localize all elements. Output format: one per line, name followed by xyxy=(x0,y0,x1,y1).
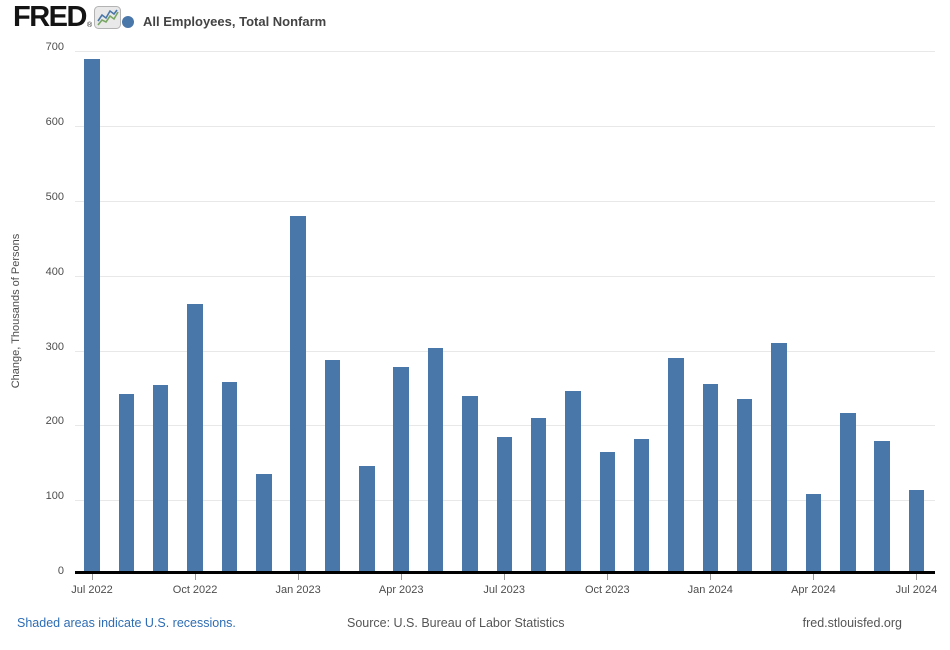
x-tick-label: Oct 2022 xyxy=(172,584,218,596)
gridline xyxy=(75,350,935,352)
x-axis-line xyxy=(75,571,935,574)
y-tick-label: 700 xyxy=(45,41,64,54)
bar[interactable] xyxy=(702,383,719,571)
x-tick-mark xyxy=(607,574,609,580)
gridline xyxy=(75,126,935,128)
x-tick-label: Jul 2023 xyxy=(483,584,525,596)
fred-sparkline-icon xyxy=(94,6,122,29)
x-tick-label: Jul 2024 xyxy=(895,584,938,596)
bar[interactable] xyxy=(633,438,650,571)
bar[interactable] xyxy=(565,391,581,571)
bar[interactable] xyxy=(187,304,203,571)
fred-logo-text: FRED xyxy=(13,1,87,33)
x-tick-mark xyxy=(710,574,712,580)
recessions-note-link[interactable]: Shaded areas indicate U.S. recessions. xyxy=(17,616,236,630)
bar[interactable] xyxy=(771,343,787,571)
bar[interactable] xyxy=(84,58,100,571)
x-tick-label: Jul 2022 xyxy=(71,584,113,596)
y-tick-label: 400 xyxy=(45,265,64,278)
x-tick-mark xyxy=(916,574,918,580)
gridline xyxy=(75,201,935,202)
bar[interactable] xyxy=(393,367,409,571)
series-color-dot-icon xyxy=(122,15,134,28)
bar[interactable] xyxy=(736,398,753,571)
x-tick-mark xyxy=(813,574,815,580)
bar[interactable] xyxy=(874,441,890,571)
x-tick-mark xyxy=(504,574,506,580)
gridline xyxy=(75,425,935,427)
bar[interactable] xyxy=(530,417,547,571)
x-tick-mark xyxy=(298,574,300,580)
bar[interactable] xyxy=(840,413,856,571)
fred-logo[interactable]: FRED ® xyxy=(13,1,122,33)
registered-trademark-symbol: ® xyxy=(86,22,93,29)
y-tick-label: 600 xyxy=(45,116,64,129)
bar[interactable] xyxy=(118,394,135,571)
x-tick-label: Jan 2023 xyxy=(275,584,321,596)
legend-item[interactable]: All Employees, Total Nonfarm xyxy=(122,14,326,29)
bar[interactable] xyxy=(290,216,306,571)
y-tick-label: 0 xyxy=(57,565,64,577)
y-tick-label: 200 xyxy=(45,415,64,428)
bar[interactable] xyxy=(221,382,238,571)
fred-site-text: fred.stlouisfed.org xyxy=(802,616,902,630)
x-tick-label: Jan 2024 xyxy=(687,584,733,596)
series-legend-label: All Employees, Total Nonfarm xyxy=(143,14,327,29)
bar[interactable] xyxy=(324,360,341,571)
x-tick-mark xyxy=(401,574,403,580)
y-tick-label: 300 xyxy=(45,340,64,353)
bar[interactable] xyxy=(496,437,512,571)
bar[interactable] xyxy=(805,494,822,571)
bar[interactable] xyxy=(152,385,169,571)
x-tick-mark xyxy=(195,574,197,580)
source-text: Source: U.S. Bureau of Labor Statistics xyxy=(347,616,565,630)
bar[interactable] xyxy=(462,395,478,571)
bar[interactable] xyxy=(427,348,444,571)
x-tick-label: Apr 2024 xyxy=(791,584,836,596)
bar[interactable] xyxy=(908,489,925,571)
x-tick-label: Apr 2023 xyxy=(378,584,424,596)
y-tick-label: 100 xyxy=(45,490,64,503)
x-tick-label: Oct 2023 xyxy=(584,584,630,596)
gridline xyxy=(75,275,935,277)
y-tick-label: 500 xyxy=(45,191,64,203)
bar[interactable] xyxy=(668,358,684,571)
bar[interactable] xyxy=(599,451,615,571)
gridline xyxy=(75,51,935,53)
x-tick-mark xyxy=(92,574,93,580)
y-axis-title: Change, Thousands of Persons xyxy=(10,233,22,389)
bar[interactable] xyxy=(359,465,375,571)
bar[interactable] xyxy=(256,474,272,571)
